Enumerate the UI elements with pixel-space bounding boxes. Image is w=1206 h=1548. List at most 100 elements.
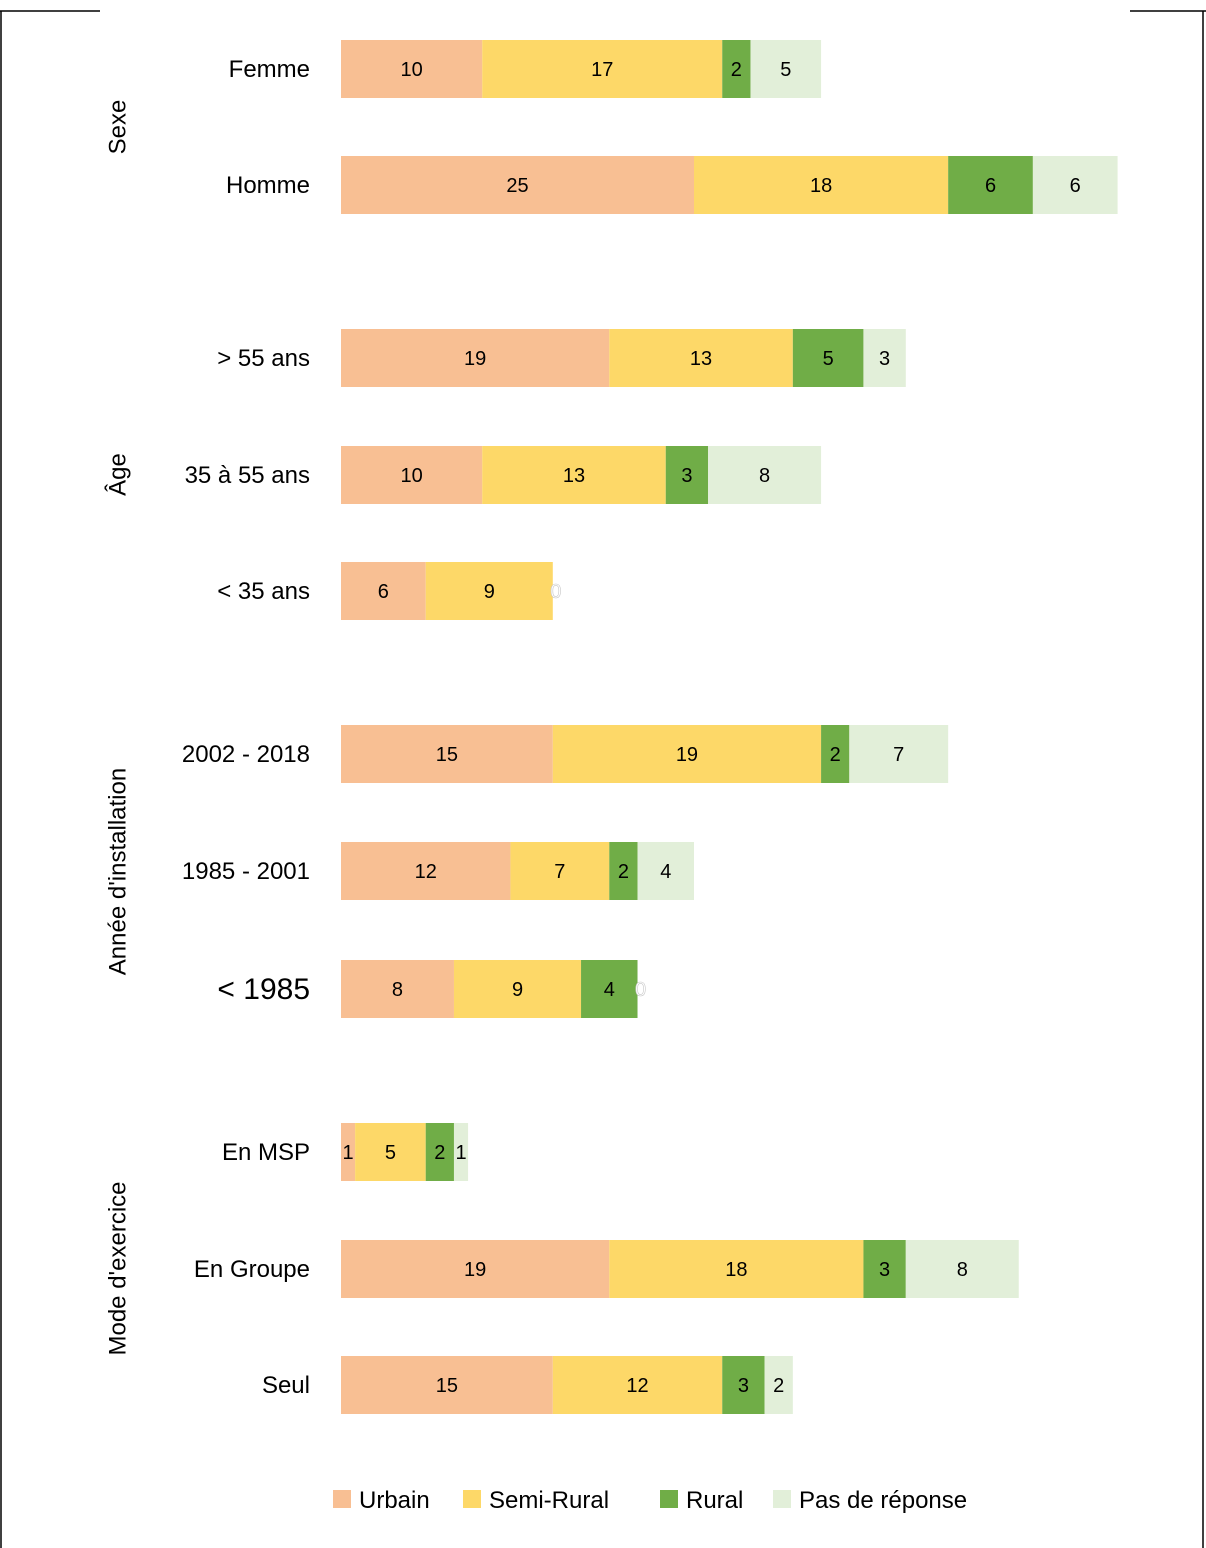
- bar-femme-urbain: [341, 40, 483, 98]
- bar-msp-urbain: [341, 1123, 356, 1181]
- value-label-femme-urbain: 10: [400, 59, 422, 81]
- bar-2002-2018-pas-de-reponse: [849, 725, 949, 783]
- bar-under-35-semi-rural: [425, 562, 553, 620]
- value-label-over-55-semi-rural: 13: [690, 348, 712, 370]
- value-label-seul-urbain: 15: [436, 1375, 458, 1397]
- bar-35-55-rural: [665, 446, 709, 504]
- value-label-1985-2001-rural: 2: [618, 861, 629, 883]
- value-label-before-1985-rural: 4: [604, 979, 615, 1001]
- category-label-homme: Homme: [226, 172, 310, 199]
- category-label-2002-2018: 2002 - 2018: [182, 741, 310, 768]
- bar-seul-semi-rural: [552, 1356, 723, 1414]
- value-label-1985-2001-pas-de-reponse: 4: [660, 861, 671, 883]
- bar-35-55-pas-de-reponse: [708, 446, 822, 504]
- value-label-groupe-urbain: 19: [464, 1259, 486, 1281]
- value-label-35-55-rural: 3: [681, 465, 692, 487]
- bar-groupe-urbain: [341, 1240, 610, 1298]
- group-label-1: Âge: [105, 453, 132, 496]
- value-label-groupe-semi-rural: 18: [725, 1259, 747, 1281]
- category-label-35-55: 35 à 55 ans: [185, 462, 310, 489]
- bar-before-1985-urbain: [341, 960, 454, 1018]
- value-label-homme-rural: 6: [985, 175, 996, 197]
- bar-under-35-urbain: [341, 562, 426, 620]
- legend-label-pas-de-reponse: Pas de réponse: [799, 1487, 967, 1514]
- value-label-msp-rural: 2: [434, 1142, 445, 1164]
- bar-before-1985-semi-rural: [453, 960, 582, 1018]
- category-label-groupe: En Groupe: [194, 1256, 310, 1283]
- bar-msp-semi-rural: [355, 1123, 426, 1181]
- value-label-groupe-pas-de-reponse: 8: [957, 1259, 968, 1281]
- value-label-2002-2018-rural: 2: [830, 744, 841, 766]
- bar-seul-rural: [722, 1356, 765, 1414]
- value-label-homme-pas-de-reponse: 6: [1070, 175, 1081, 197]
- bar-2002-2018-urbain: [341, 725, 553, 783]
- value-label-msp-urbain: 1: [342, 1142, 353, 1164]
- bar-homme-urbain: [341, 156, 694, 214]
- category-label-seul: Seul: [262, 1372, 310, 1399]
- legend-swatch-pas-de-reponse: [773, 1490, 791, 1508]
- value-label-femme-pas-de-reponse: 5: [780, 59, 791, 81]
- bar-femme-rural: [722, 40, 751, 98]
- value-label-over-55-urbain: 19: [464, 348, 486, 370]
- bar-over-55-urbain: [341, 329, 610, 387]
- category-label-msp: En MSP: [222, 1139, 310, 1166]
- legend-swatch-rural: [660, 1490, 678, 1508]
- category-label-over-55: > 55 ans: [217, 345, 310, 372]
- legend-label-rural: Rural: [686, 1487, 743, 1514]
- legend-label-semi-rural: Semi-Rural: [489, 1487, 609, 1514]
- legend-swatch-urbain: [333, 1490, 351, 1508]
- value-label-under-35-semi-rural: 9: [484, 581, 495, 603]
- value-label-seul-rural: 3: [738, 1375, 749, 1397]
- bar-homme-semi-rural: [694, 156, 949, 214]
- bar-seul-urbain: [341, 1356, 553, 1414]
- value-label-before-1985-pas-de-reponse: 0: [635, 979, 646, 1001]
- group-label-2: Année d'installation: [105, 768, 132, 975]
- value-label-before-1985-urbain: 8: [392, 979, 403, 1001]
- bar-femme-semi-rural: [482, 40, 723, 98]
- bar-2002-2018-semi-rural: [552, 725, 822, 783]
- bar-1985-2001-pas-de-reponse: [637, 842, 694, 900]
- bar-msp-pas-de-reponse: [453, 1123, 469, 1181]
- legend-label-urbain: Urbain: [359, 1487, 430, 1514]
- category-label-under-35: < 35 ans: [217, 578, 310, 605]
- bar-over-55-semi-rural: [609, 329, 793, 387]
- value-label-2002-2018-urbain: 15: [436, 744, 458, 766]
- value-label-2002-2018-semi-rural: 19: [676, 744, 698, 766]
- value-label-before-1985-semi-rural: 9: [512, 979, 523, 1001]
- category-label-1985-2001: 1985 - 2001: [182, 858, 310, 885]
- bar-1985-2001-urbain: [341, 842, 511, 900]
- bar-over-55-pas-de-reponse: [863, 329, 906, 387]
- bar-1985-2001-semi-rural: [510, 842, 610, 900]
- value-label-35-55-pas-de-reponse: 8: [759, 465, 770, 487]
- value-label-1985-2001-urbain: 12: [415, 861, 437, 883]
- value-label-seul-semi-rural: 12: [626, 1375, 648, 1397]
- category-label-femme: Femme: [229, 56, 310, 83]
- group-label-0: Sexe: [105, 100, 132, 155]
- group-label-3: Mode d'exercice: [105, 1182, 132, 1356]
- value-label-groupe-rural: 3: [879, 1259, 890, 1281]
- bar-35-55-urbain: [341, 446, 483, 504]
- bar-over-55-rural: [792, 329, 864, 387]
- bar-35-55-semi-rural: [482, 446, 666, 504]
- bar-msp-rural: [425, 1123, 454, 1181]
- category-label-before-1985: < 1985: [217, 973, 310, 1006]
- bar-homme-pas-de-reponse: [1032, 156, 1118, 214]
- bar-homme-rural: [948, 156, 1033, 214]
- value-label-msp-semi-rural: 5: [385, 1142, 396, 1164]
- bar-1985-2001-rural: [609, 842, 638, 900]
- value-label-femme-semi-rural: 17: [591, 59, 613, 81]
- bar-groupe-semi-rural: [609, 1240, 864, 1298]
- bar-femme-pas-de-reponse: [750, 40, 822, 98]
- value-label-35-55-semi-rural: 13: [563, 465, 585, 487]
- bar-seul-pas-de-reponse: [764, 1356, 793, 1414]
- value-label-under-35-urbain: 6: [378, 581, 389, 603]
- value-label-under-35-rural: 0: [550, 581, 561, 603]
- value-label-homme-semi-rural: 18: [810, 175, 832, 197]
- value-label-over-55-rural: 5: [823, 348, 834, 370]
- bar-groupe-pas-de-reponse: [905, 1240, 1019, 1298]
- value-label-msp-pas-de-reponse: 1: [455, 1142, 466, 1164]
- value-label-seul-pas-de-reponse: 2: [773, 1375, 784, 1397]
- bar-before-1985-rural: [581, 960, 638, 1018]
